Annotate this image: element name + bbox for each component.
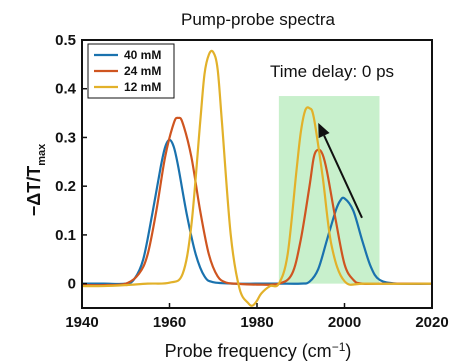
x-tick-label-0: 1940 [65,314,98,331]
chart-title: Pump-probe spectra [181,10,336,29]
legend-label-0: 40 mM [124,48,161,62]
y-tick-label-0: 0 [68,276,76,293]
legend-label-1: 24 mM [124,64,161,78]
y-tick-label-4: 0.4 [55,81,77,98]
x-tick-label-1: 1960 [153,314,186,331]
time-delay-annotation: Time delay: 0 ps [270,62,394,81]
x-tick-label-3: 2000 [328,314,361,331]
y-axis-label: −ΔT/Tmax [24,143,48,216]
y-tick-label-5: 0.5 [55,32,76,49]
x-tick-label-2: 1980 [240,314,273,331]
series-line-2 [81,49,433,307]
legend-label-2: 12 mM [124,80,161,94]
y-tick-label-1: 0.1 [55,227,76,244]
x-axis-label: Probe frequency (cm−1) [165,340,352,361]
series-line-1 [81,116,432,287]
x-tick-label-4: 2020 [415,314,448,331]
y-tick-label-2: 0.2 [55,178,76,195]
trend-arrow-shaft [323,135,363,219]
y-tick-label-3: 0.3 [55,129,76,146]
trend-arrow-head [318,122,330,139]
